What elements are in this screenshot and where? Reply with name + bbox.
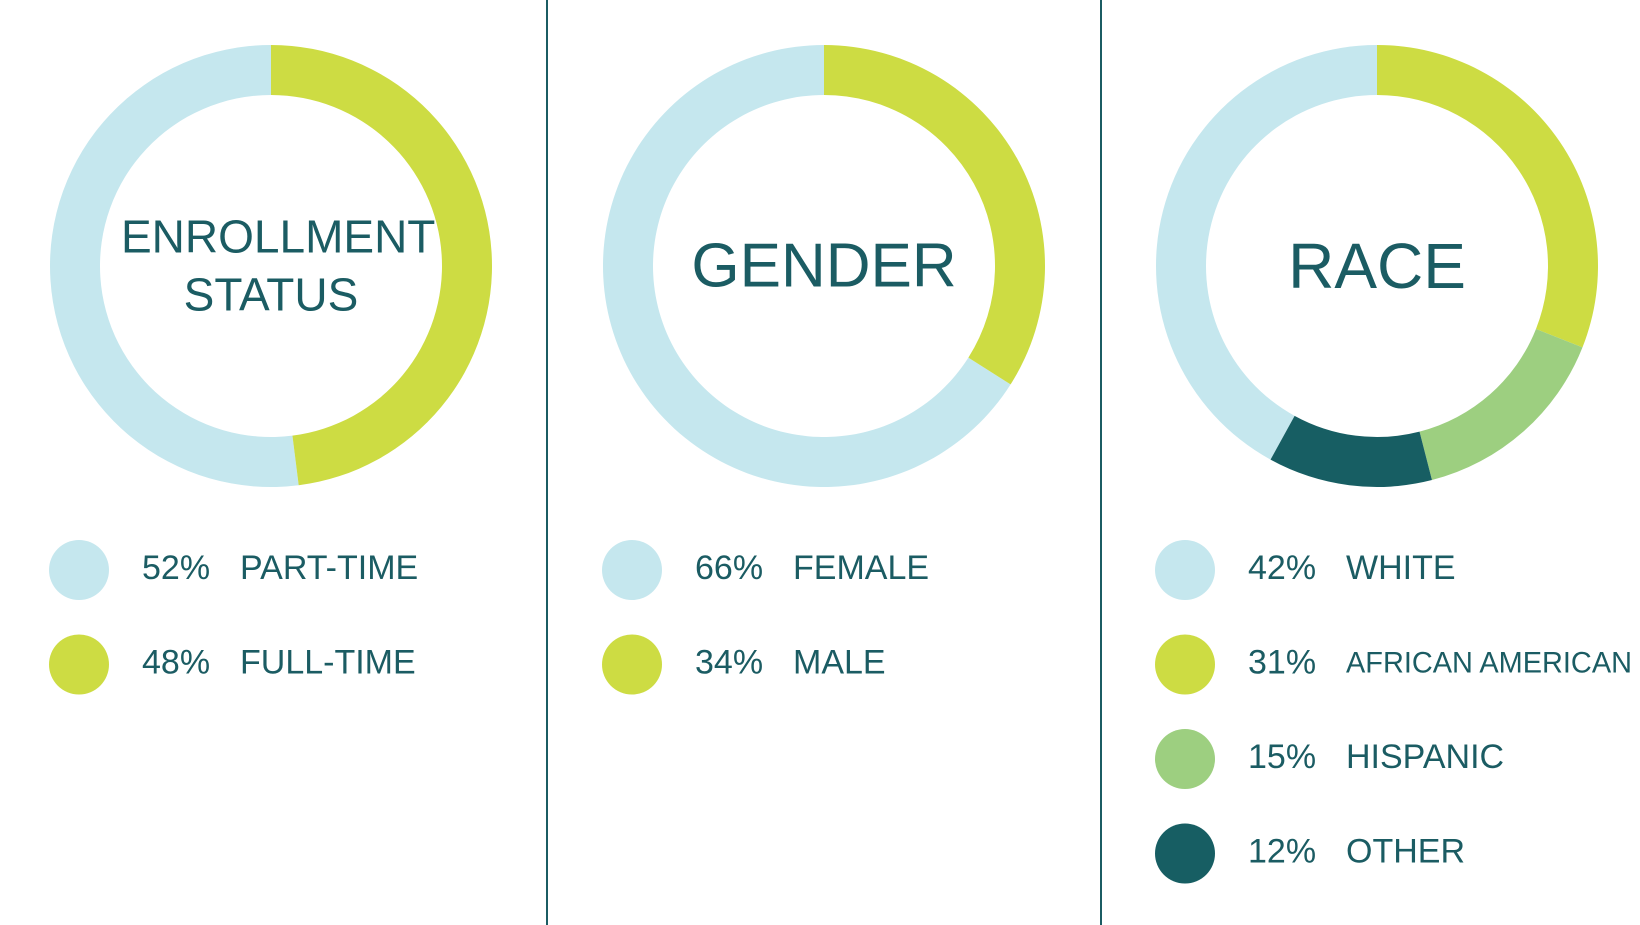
donut-segment	[1270, 415, 1432, 488]
donut-segment	[271, 45, 493, 486]
chart-title: GENDER	[691, 231, 957, 301]
value-label: 12%	[1248, 832, 1316, 870]
legend-label: HISPANIC	[1346, 738, 1504, 776]
legend-swatch	[1155, 540, 1215, 600]
legend-label: MALE	[793, 643, 886, 681]
value-label: 48%	[142, 643, 210, 681]
chart-title: RACE	[1288, 230, 1466, 302]
legend-label: OTHER	[1346, 832, 1465, 870]
legend-swatch	[1155, 634, 1215, 695]
legend-swatch	[1155, 823, 1215, 884]
value-label: 31%	[1248, 643, 1316, 681]
legend-swatch	[602, 634, 662, 695]
value-label: 52%	[142, 549, 210, 587]
legend-label: FEMALE	[793, 549, 929, 587]
legend-label: FULL-TIME	[240, 643, 416, 681]
donut-segment	[1377, 45, 1598, 348]
donut-segment	[1419, 328, 1583, 481]
legend-swatch	[49, 634, 109, 695]
donut-segment	[1156, 45, 1377, 460]
legend-swatch	[49, 540, 109, 600]
value-label: 66%	[695, 549, 763, 587]
value-label: 34%	[695, 643, 763, 681]
legend-label: AFRICAN AMERICAN	[1346, 646, 1632, 679]
legend-label: WHITE	[1346, 549, 1456, 587]
donut-segment	[50, 45, 299, 487]
value-label: 15%	[1248, 738, 1316, 776]
legend-swatch	[1155, 729, 1215, 789]
chart-title: ENROLLMENT STATUS	[121, 210, 436, 321]
legend-label: PART-TIME	[240, 549, 418, 587]
legend-swatch	[602, 540, 662, 600]
value-label: 42%	[1248, 549, 1316, 587]
donut-segment	[824, 45, 1045, 385]
